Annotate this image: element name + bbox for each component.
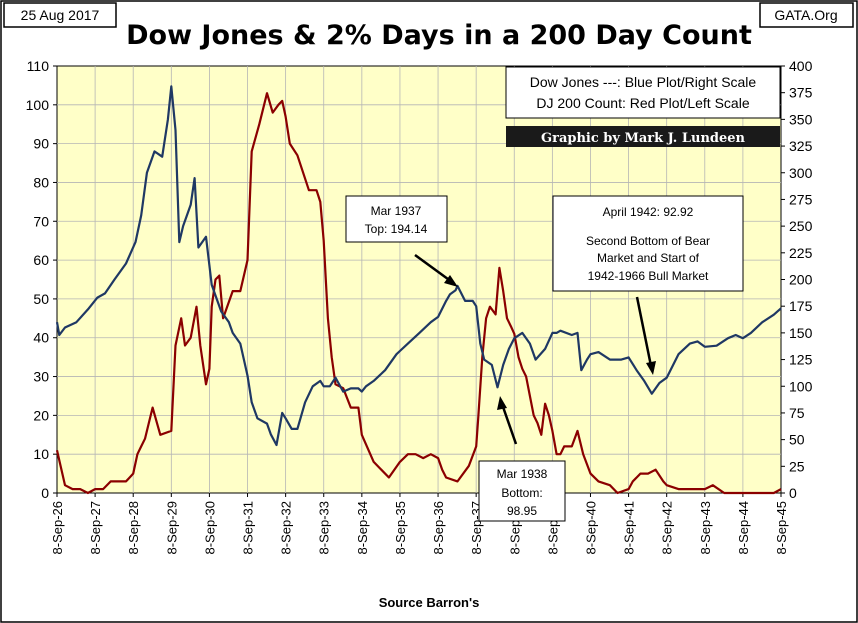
annotation-arrow: [414, 253, 453, 284]
right-tick-label: 175: [789, 298, 813, 314]
annotation-line: April 1942: 92.92: [603, 205, 694, 219]
left-tick-label: 70: [33, 213, 49, 229]
right-tick-label: 225: [789, 245, 813, 261]
right-tick-label: 375: [789, 85, 813, 101]
annotation-1937-top: Mar 1937 Top: 194.14: [345, 195, 458, 287]
right-tick-label: 400: [789, 58, 813, 74]
left-tick-label: 60: [33, 252, 49, 268]
right-tick-label: 325: [789, 138, 813, 154]
annotation-line: Mar 1937: [371, 204, 422, 218]
right-tick-label: 275: [789, 191, 813, 207]
right-tick-label: 250: [789, 218, 813, 234]
right-tick-label: 50: [789, 432, 805, 448]
left-axis: 0 10 20 30 40 50 60 70 80 90 100 110: [26, 58, 57, 501]
right-tick-label: 350: [789, 111, 813, 127]
left-tick-label: 110: [27, 58, 50, 74]
left-tick-label: 40: [33, 330, 49, 346]
x-tick-label: 8-Sep-44: [736, 501, 751, 554]
x-tick-label: 8-Sep-42: [660, 501, 675, 554]
arrow-head: [646, 361, 656, 375]
right-tick-label: 0: [789, 485, 797, 501]
annotation-line: Market and Start of: [597, 251, 700, 265]
x-tick-label: 8-Sep-41: [622, 501, 637, 554]
annotation-1938-bottom: Mar 1938 Bottom: 98.95: [478, 396, 566, 522]
annotation-line: Bottom:: [501, 486, 542, 500]
annotation-line: Second Bottom of Bear: [586, 234, 710, 248]
left-tick-label: 30: [33, 369, 49, 385]
x-tick-label: 8-Sep-26: [50, 501, 65, 554]
annotation-line: 1942-1966 Bull Market: [588, 269, 709, 283]
x-tick-label: 8-Sep-29: [164, 501, 179, 554]
x-tick-label: 8-Sep-43: [698, 501, 713, 554]
x-tick-label: 8-Sep-33: [317, 501, 332, 554]
x-tick-label: 8-Sep-27: [88, 501, 103, 554]
right-tick-label: 25: [789, 458, 805, 474]
credit-banner: [506, 126, 780, 147]
x-tick-label: 8-Sep-28: [126, 501, 141, 554]
legend-count-entry: DJ 200 Count: Red Plot/Left Scale: [536, 95, 749, 111]
right-axis: 0 25 50 75 100 125 150 175 200 225 250 275 300 325 350…: [781, 58, 813, 501]
dow-jones-line: [55, 85, 782, 447]
x-tick-label: 8-Sep-36: [431, 501, 446, 554]
source-site-box: [759, 2, 854, 28]
x-tick-label: 8-Sep-30: [202, 501, 217, 554]
right-tick-label: 100: [789, 378, 813, 394]
x-axis: 8-Sep-26 8-Sep-27 8-Sep-28 8-Sep-29 8-Sep-30…: [50, 493, 789, 554]
x-tick-label: 8-Sep-32: [279, 501, 294, 554]
arrow-head: [444, 275, 458, 287]
annotation-box: [478, 460, 566, 522]
source-site-label: GATA.Org: [774, 7, 837, 23]
legend: Dow Jones ---: Blue Plot/Right Scale DJ …: [505, 66, 781, 147]
x-tick-label: 8-Sep-35: [393, 501, 408, 554]
annotation-1942-bottom: April 1942: 92.92 Second Bottom of Bear …: [552, 195, 744, 375]
annotation-line: 98.95: [507, 504, 537, 518]
left-tick-label: 20: [33, 407, 49, 423]
chart-title: Dow Jones & 2% Days in a 200 Day Count: [126, 20, 752, 51]
left-tick-label: 90: [33, 136, 49, 152]
credit-text: Graphic by Mark J. Lundeen: [541, 131, 746, 146]
left-tick-label: 100: [26, 97, 50, 113]
source-footer: Source Barron's: [379, 595, 480, 610]
right-tick-label: 200: [789, 272, 813, 288]
x-tick-label: 8-Sep-45: [774, 501, 789, 554]
left-tick-label: 0: [41, 485, 49, 501]
right-tick-label: 150: [789, 325, 813, 341]
annotation-arrow: [500, 403, 518, 445]
annotation-arrow: [635, 296, 653, 367]
right-tick-label: 75: [789, 405, 805, 421]
x-tick-label: 8-Sep-34: [355, 501, 370, 554]
left-tick-label: 50: [33, 291, 49, 307]
x-tick-label: 8-Sep-40: [583, 501, 598, 554]
date-label: 25 Aug 2017: [21, 7, 100, 23]
legend-dow-entry: Dow Jones ---: Blue Plot/Right Scale: [530, 74, 757, 90]
annotation-line: Top: 194.14: [365, 222, 428, 236]
arrow-head: [497, 396, 507, 410]
annotation-box: [552, 195, 744, 292]
left-tick-label: 10: [33, 446, 49, 462]
annotation-line: Mar 1938: [497, 467, 548, 481]
right-tick-label: 300: [789, 165, 813, 181]
date-box: [3, 2, 117, 28]
left-tick-label: 80: [33, 174, 49, 190]
dj-200-count-line: [55, 92, 782, 495]
annotation-box: [345, 195, 448, 243]
right-tick-label: 125: [789, 352, 813, 368]
legend-box: [505, 66, 781, 119]
x-tick-label: 8-Sep-31: [241, 501, 256, 554]
